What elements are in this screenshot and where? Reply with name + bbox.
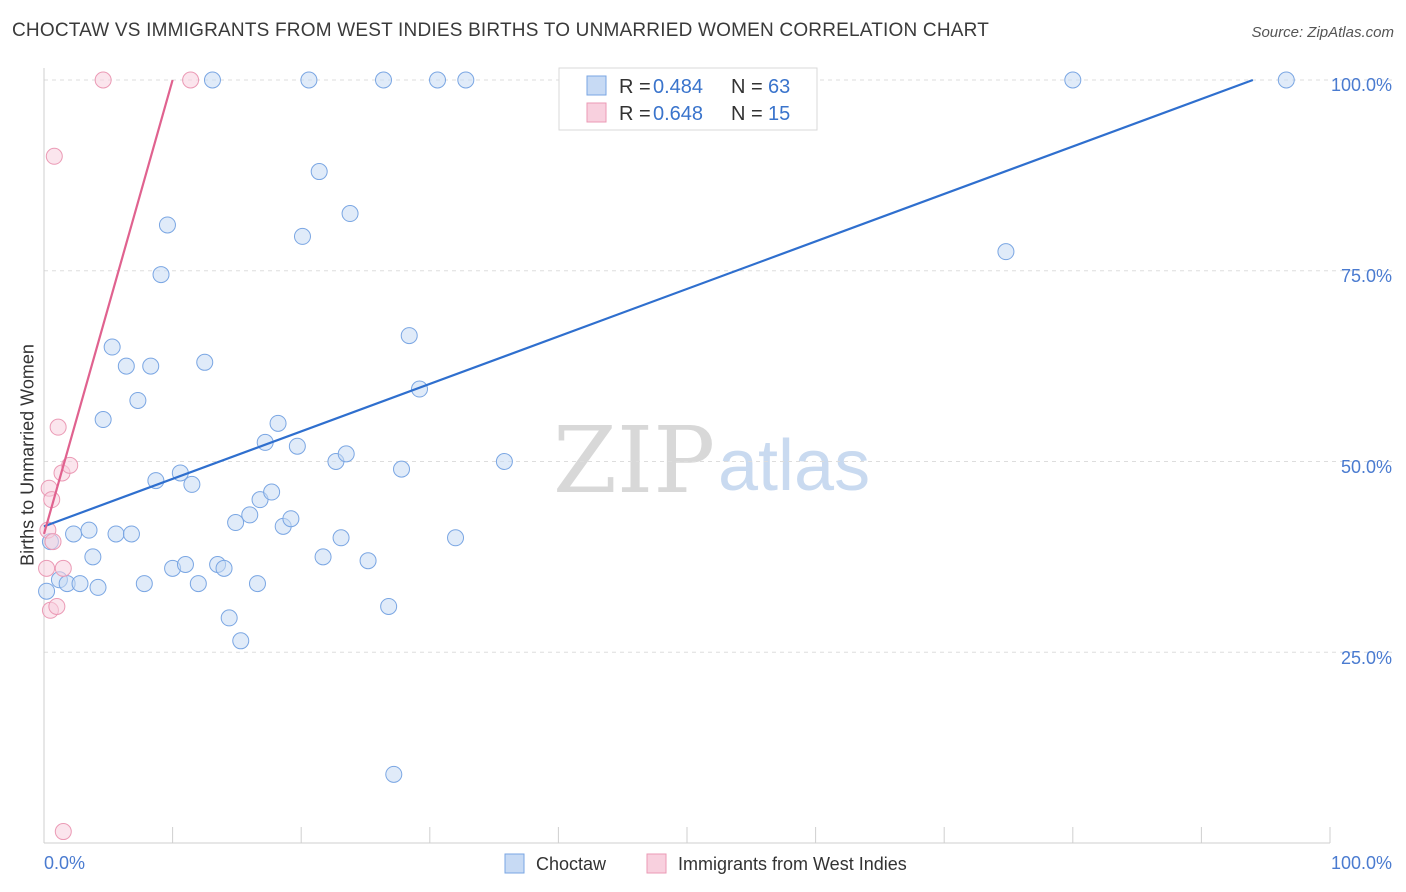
west-indies-trend-line: [42, 79, 174, 535]
choctaw-point-43: [314, 548, 332, 566]
west-indies-point-7: [48, 597, 66, 615]
legend-r-label-west-indies: R =: [619, 103, 651, 125]
choctaw-point-6: [84, 548, 102, 566]
choctaw-point-52: [393, 460, 411, 478]
bottom-legend-label-choctaw: Choctaw: [536, 854, 607, 874]
legend-swatch-west-indies: [586, 102, 607, 123]
choctaw-point-15: [142, 357, 160, 375]
west-indies-point-13: [94, 71, 112, 89]
choctaw-point-61: [1277, 71, 1295, 89]
x-tick-label-100: 100.0%: [1331, 853, 1392, 873]
choctaw-point-32: [248, 575, 266, 593]
choctaw-point-55: [429, 71, 447, 89]
west-indies-point-4: [44, 533, 62, 551]
y-tick-label-50: 50.0%: [1341, 457, 1392, 477]
west-indies-point-14: [182, 71, 200, 89]
west-indies-point-6: [45, 147, 63, 165]
choctaw-point-10: [107, 525, 125, 543]
choctaw-point-58: [495, 453, 513, 470]
bottom-legend: Choctaw Immigrants from West Indies: [504, 853, 907, 874]
choctaw-point-40: [293, 227, 311, 245]
x-tick-label-0: 0.0%: [44, 853, 85, 873]
choctaw-point-46: [337, 445, 355, 463]
choctaw-point-11: [117, 357, 135, 375]
choctaw-point-42: [310, 163, 328, 181]
legend-n-label-west-indies: N =: [731, 103, 763, 125]
legend-r-label-choctaw: R =: [619, 76, 651, 98]
bottom-legend-label-west-indies: Immigrants from West Indies: [678, 854, 907, 874]
data-points: [38, 71, 1295, 841]
choctaw-point-21: [176, 556, 194, 574]
choctaw-point-3: [65, 525, 83, 543]
choctaw-point-59: [997, 243, 1015, 261]
choctaw-point-13: [129, 391, 147, 409]
choctaw-point-47: [341, 205, 359, 223]
choctaw-point-45: [332, 529, 350, 547]
choctaw-point-31: [241, 506, 259, 524]
choctaw-point-22: [183, 475, 201, 493]
choctaw-point-25: [203, 71, 221, 89]
choctaw-point-27: [215, 559, 233, 577]
legend-n-value-west-indies: 15: [768, 103, 790, 125]
choctaw-point-30: [232, 632, 250, 650]
choctaw-point-7: [89, 578, 107, 596]
choctaw-point-48: [359, 552, 377, 570]
y-tick-label-100: 100.0%: [1331, 75, 1392, 95]
y-tick-label-75: 75.0%: [1341, 266, 1392, 286]
choctaw-trend-line: [43, 78, 1254, 528]
choctaw-point-12: [122, 525, 140, 543]
choctaw-point-35: [263, 483, 281, 501]
chart-title: CHOCTAW VS IMMIGRANTS FROM WEST INDIES B…: [12, 20, 990, 41]
choctaw-point-5: [80, 521, 98, 539]
choctaw-point-41: [300, 71, 318, 89]
legend-n-label-choctaw: N =: [731, 76, 763, 98]
watermark-atlas: atlas: [718, 426, 870, 506]
trend-lines: [42, 78, 1254, 535]
choctaw-point-9: [103, 338, 121, 356]
choctaw-point-62: [38, 582, 56, 600]
legend-swatch-choctaw: [586, 75, 607, 96]
legend-r-value-west-indies: 0.648: [653, 103, 703, 125]
choctaw-point-60: [1064, 71, 1082, 89]
source-label: Source: ZipAtlas.com: [1251, 24, 1394, 41]
choctaw-point-8: [94, 411, 112, 429]
legend-r-value-choctaw: 0.484: [653, 76, 703, 98]
bottom-legend-swatch-west-indies: [646, 853, 667, 874]
west-indies-point-8: [49, 418, 67, 436]
y-tick-label-25: 25.0%: [1341, 648, 1392, 668]
choctaw-point-18: [158, 216, 176, 234]
choctaw-point-49: [375, 71, 393, 89]
x-axis-ticks: [172, 827, 1331, 843]
bottom-legend-swatch-choctaw: [504, 853, 525, 874]
west-indies-point-0: [38, 559, 56, 577]
choctaw-point-53: [400, 327, 418, 345]
choctaw-point-17: [152, 266, 170, 284]
choctaw-point-51: [385, 765, 403, 783]
choctaw-point-14: [135, 575, 153, 593]
choctaw-point-39: [288, 437, 306, 455]
choctaw-point-28: [220, 609, 238, 627]
top-legend: R = 0.484 N = 63 R = 0.648 N = 15: [558, 67, 818, 131]
choctaw-point-56: [447, 529, 465, 547]
choctaw-point-38: [282, 510, 300, 528]
west-indies-point-10: [54, 559, 72, 577]
choctaw-point-4: [71, 575, 89, 593]
choctaw-point-50: [380, 597, 398, 615]
west-indies-point-12: [54, 823, 72, 841]
choctaw-point-24: [196, 353, 214, 371]
legend-n-value-choctaw: 63: [768, 76, 790, 98]
watermark-zip: ZIP: [553, 407, 715, 514]
choctaw-point-57: [457, 71, 475, 89]
choctaw-point-29: [227, 514, 245, 532]
choctaw-point-54: [411, 380, 429, 398]
choctaw-point-23: [189, 575, 207, 593]
gridlines: [44, 79, 1392, 653]
choctaw-point-36: [269, 414, 287, 432]
